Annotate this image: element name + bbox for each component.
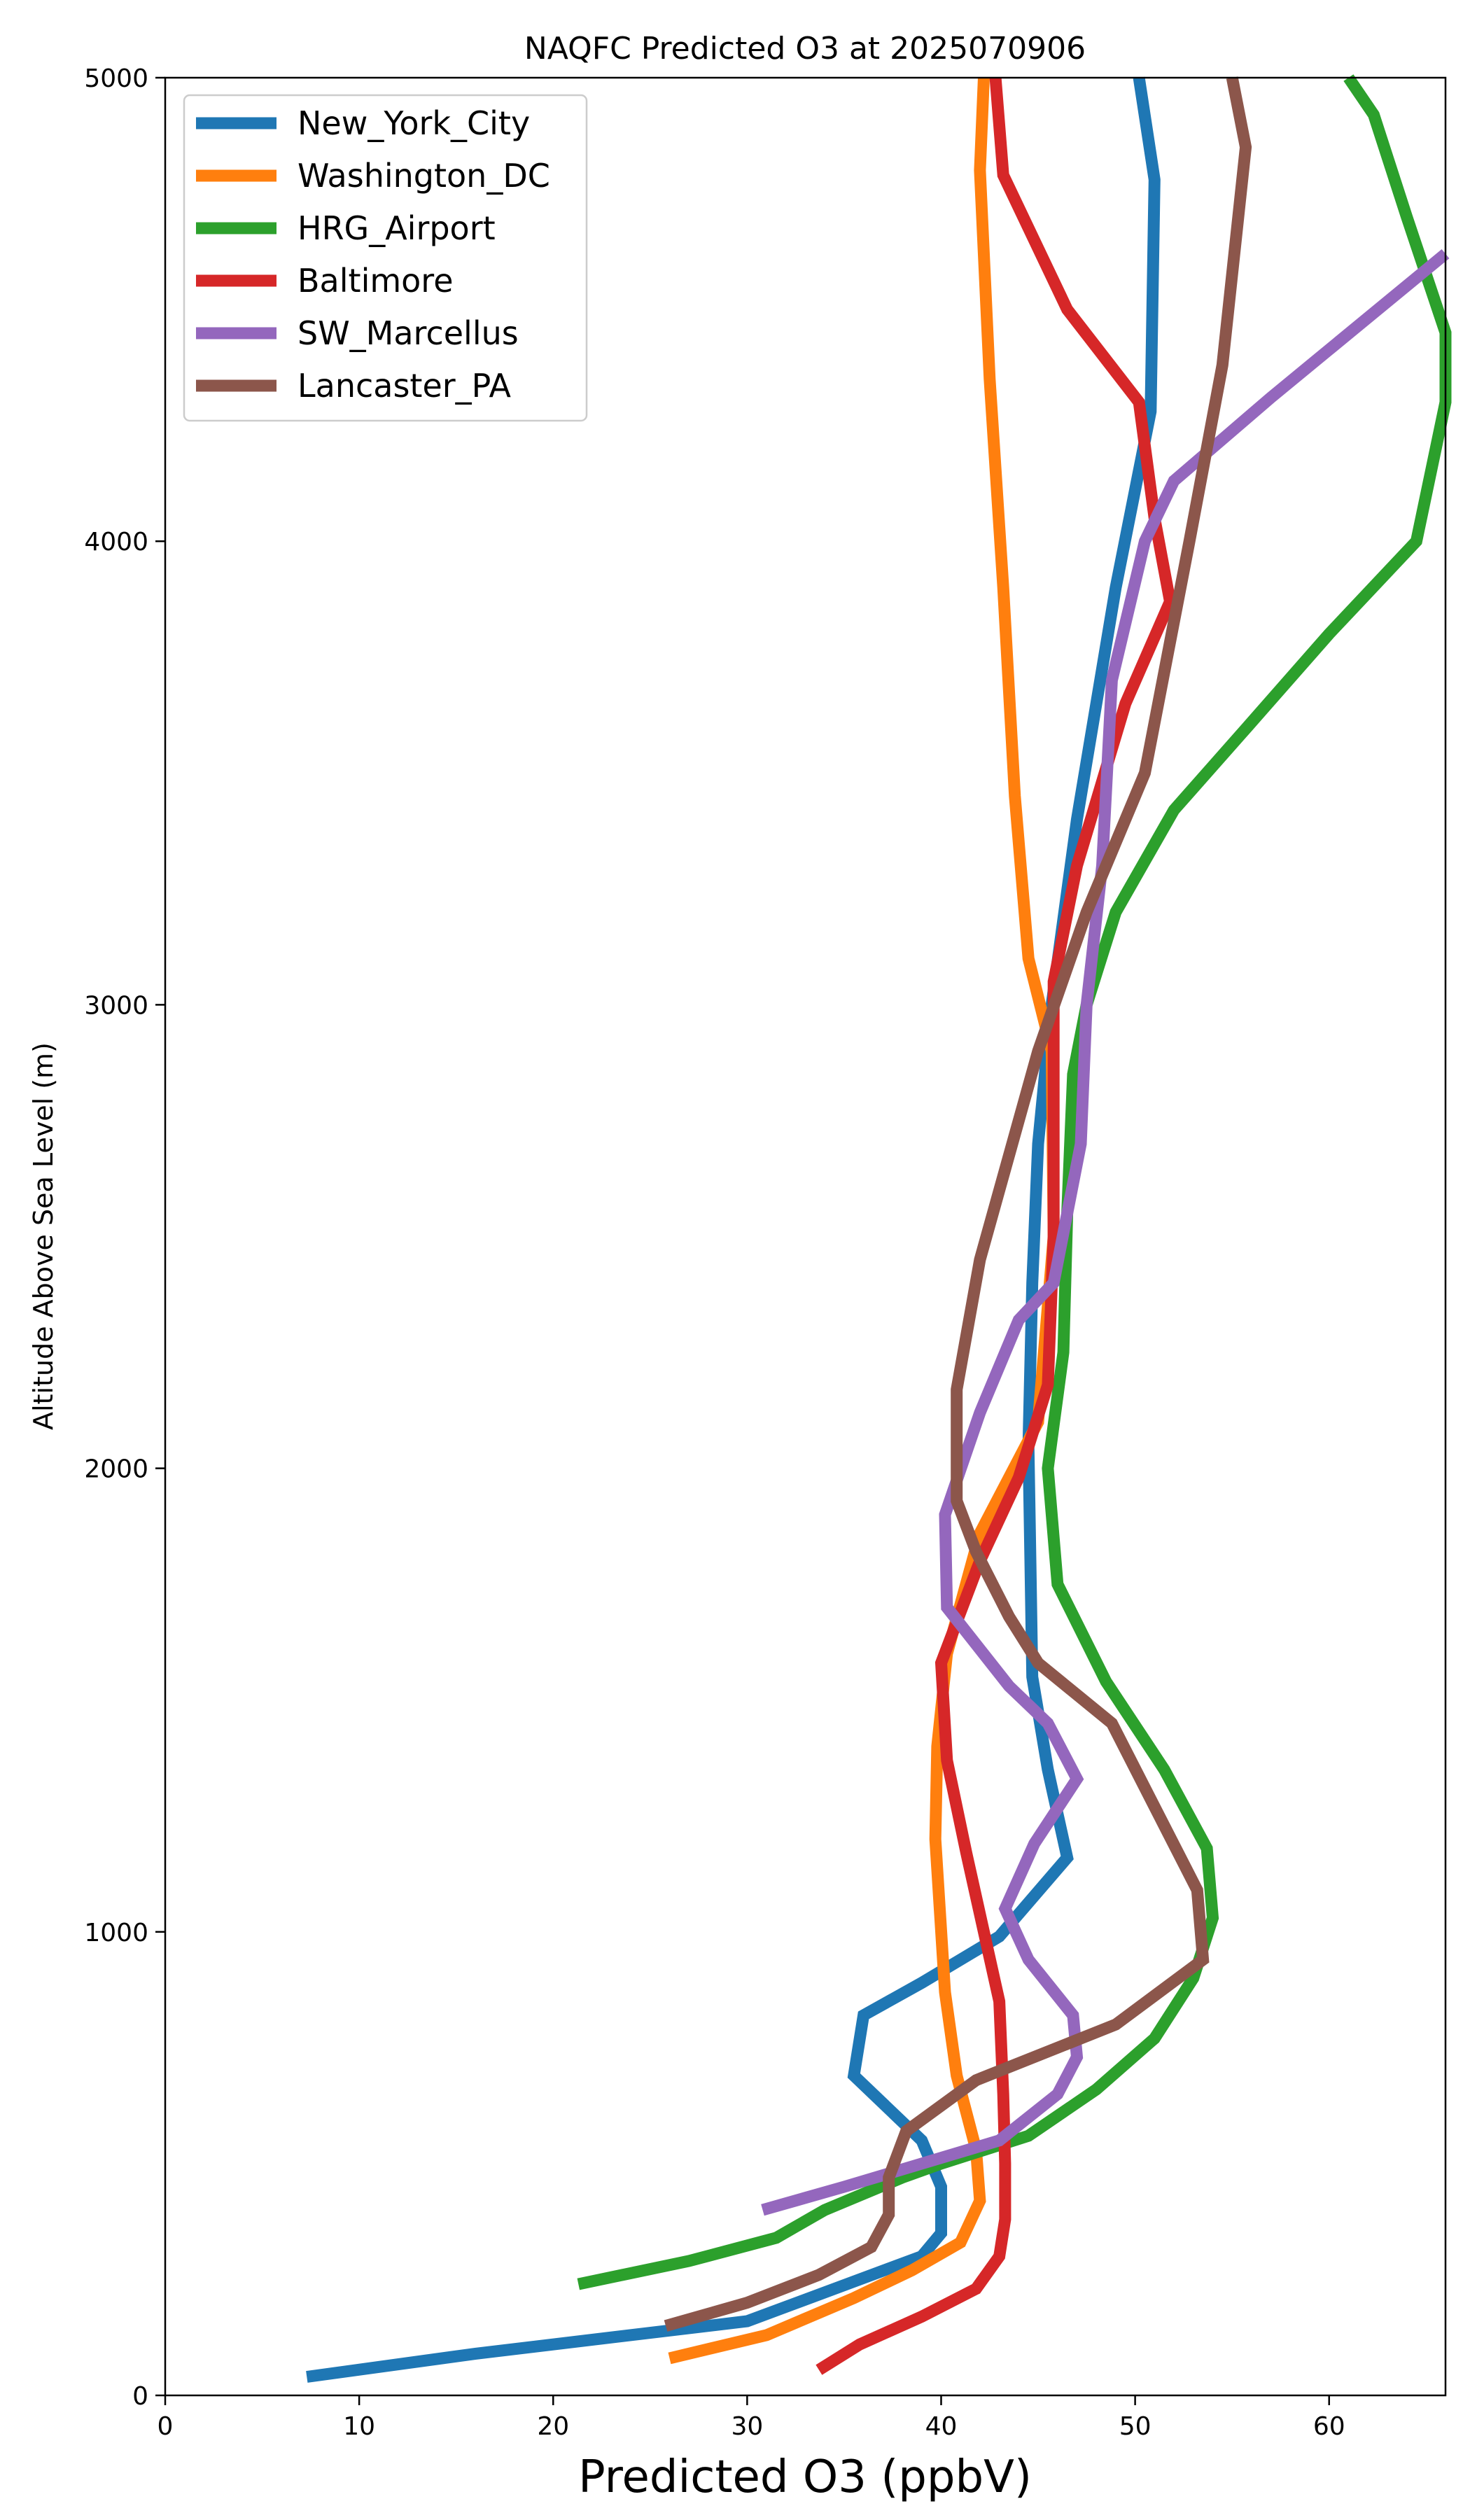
x-tick-label: 20: [537, 2412, 569, 2441]
y-tick-label: 1000: [84, 1919, 148, 1947]
y-axis: 0 1000 2000 3000 4000 5000: [84, 64, 165, 2411]
plot-area: [306, 74, 1452, 2383]
x-tick-label: 50: [1119, 2412, 1152, 2441]
legend-label-2: HRG_Airport: [298, 209, 496, 247]
chart-title: NAQFC Predicted O3 at 2025070906: [524, 31, 1086, 66]
y-tick-label: 3000: [84, 991, 148, 1020]
series-line-3: [816, 77, 1177, 2375]
y-tick-label: 5000: [84, 64, 148, 93]
y-tick-label: 4000: [84, 528, 148, 556]
plot-frame: [164, 76, 1447, 2397]
x-tick-label: 40: [925, 2412, 958, 2441]
legend-label-1: Washington_DC: [298, 157, 550, 195]
legend-label-4: SW_Marcellus: [298, 314, 519, 352]
x-axis-label: Predicted O3 (ppbV): [578, 2451, 1032, 2503]
x-axis: 0 10 20 30 40 50 60: [158, 2395, 1345, 2441]
legend-box: [183, 94, 588, 422]
legend: New_York_City Washington_DC HRG_Airport Bal…: [183, 94, 588, 422]
x-tick-label: 60: [1313, 2412, 1345, 2441]
series-line-4: [761, 249, 1450, 2216]
y-axis-label: Altitude Above Sea Level (m): [28, 1042, 59, 1430]
series-line-5: [664, 76, 1252, 2332]
legend-label-5: Lancaster_PA: [298, 367, 511, 405]
y-tick-label: 0: [132, 2382, 148, 2411]
x-tick-label: 10: [343, 2412, 375, 2441]
legend-label-3: Baltimore: [298, 262, 454, 300]
x-tick-label: 30: [731, 2412, 763, 2441]
legend-label-0: New_York_City: [298, 104, 530, 142]
y-tick-label: 2000: [84, 1455, 148, 1484]
x-tick-label: 0: [158, 2412, 174, 2441]
